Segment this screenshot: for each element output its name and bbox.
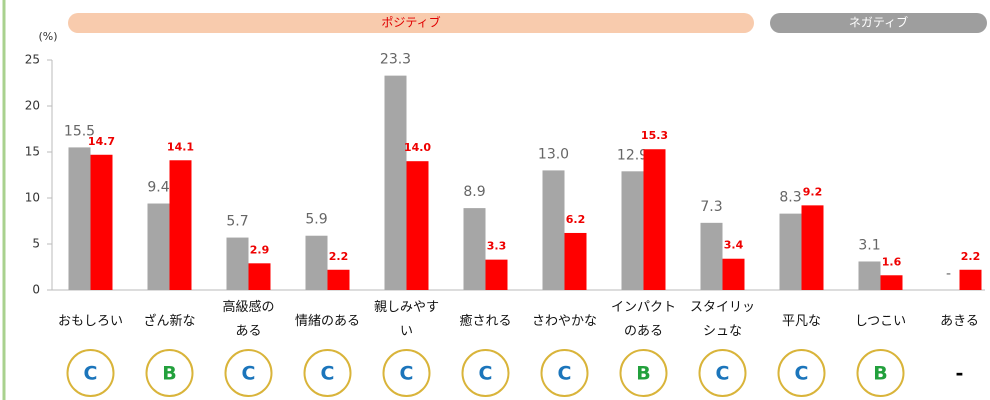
group-label: ネガティブ bbox=[849, 15, 908, 30]
value-label: 14.1 bbox=[167, 140, 194, 153]
x-tick-label: 癒される bbox=[459, 313, 511, 329]
x-tick-label: 平凡な bbox=[782, 314, 821, 329]
value-label: 6.2 bbox=[566, 213, 586, 226]
value-label: 13.0 bbox=[538, 146, 569, 162]
y-tick-label: 20 bbox=[25, 99, 40, 113]
x-tick-label: ざん新な bbox=[143, 313, 195, 329]
group-band bbox=[68, 13, 754, 33]
value-label: 23.3 bbox=[380, 52, 411, 68]
x-tick-label: インパクトのある bbox=[611, 300, 676, 339]
value-label: 8.9 bbox=[463, 184, 485, 200]
x-tick-label: あきる bbox=[940, 314, 979, 329]
group-band bbox=[770, 13, 987, 33]
bar bbox=[147, 203, 170, 290]
grade-circle bbox=[777, 349, 826, 397]
value-label: 15.5 bbox=[64, 123, 95, 139]
grade: C bbox=[242, 363, 256, 385]
bar bbox=[722, 258, 745, 290]
value-label: 15.3 bbox=[641, 129, 668, 142]
bar bbox=[463, 208, 486, 290]
grade-circle bbox=[224, 349, 273, 397]
value-label: 2.9 bbox=[250, 243, 270, 256]
bar bbox=[858, 261, 881, 290]
y-tick-label: 10 bbox=[25, 191, 40, 205]
grade-circle bbox=[303, 349, 352, 397]
bar bbox=[226, 237, 249, 290]
bar bbox=[779, 213, 802, 290]
grade-circle bbox=[145, 349, 194, 397]
grade: C bbox=[400, 363, 414, 385]
value-label: 5.9 bbox=[305, 212, 327, 228]
bar bbox=[959, 269, 982, 290]
bar bbox=[327, 269, 350, 290]
y-tick-label: 0 bbox=[32, 283, 40, 297]
bar bbox=[542, 170, 565, 290]
group-label: ポジティブ bbox=[381, 15, 440, 30]
grade: B bbox=[873, 363, 887, 385]
grade: C bbox=[795, 363, 809, 385]
grade: B bbox=[636, 363, 650, 385]
value-label: 5.7 bbox=[226, 214, 248, 230]
value-label: 1.6 bbox=[882, 255, 902, 268]
x-tick-label: さわやかな bbox=[532, 314, 597, 329]
x-tick-label: 親しみやすい bbox=[374, 300, 439, 339]
y-unit: (%) bbox=[38, 30, 57, 43]
x-tick-label: 高級感のある bbox=[222, 299, 274, 339]
grade: C bbox=[716, 363, 730, 385]
bar bbox=[68, 147, 91, 290]
value-label: 3.4 bbox=[724, 239, 744, 252]
bar bbox=[880, 275, 903, 290]
value-label: 2.2 bbox=[961, 250, 981, 263]
value-label: 9.4 bbox=[147, 180, 169, 196]
y-tick-label: 5 bbox=[32, 237, 40, 251]
bar bbox=[248, 263, 271, 290]
bar bbox=[700, 222, 723, 290]
bar bbox=[305, 235, 328, 290]
value-label: 7.3 bbox=[700, 199, 722, 215]
bar bbox=[643, 149, 666, 290]
grade: - bbox=[956, 363, 964, 385]
value-label: 2.2 bbox=[329, 250, 349, 263]
grade: C bbox=[479, 363, 493, 385]
value-label: 12.9 bbox=[617, 147, 648, 163]
grade: C bbox=[558, 363, 572, 385]
grade-circle bbox=[382, 349, 431, 397]
grade-circle bbox=[856, 349, 905, 397]
value-label: 14.7 bbox=[88, 135, 115, 148]
grade-circle bbox=[698, 349, 747, 397]
y-tick-label: 15 bbox=[25, 145, 40, 159]
bar bbox=[90, 154, 113, 290]
value-label: 14.0 bbox=[404, 141, 431, 154]
y-tick-label: 25 bbox=[25, 53, 40, 67]
value-label: 8.3 bbox=[779, 190, 801, 206]
bar bbox=[169, 160, 192, 290]
value-label: 9.2 bbox=[803, 185, 823, 198]
bar bbox=[485, 259, 508, 290]
grade: B bbox=[162, 363, 176, 385]
x-tick-label: 情緒のある bbox=[295, 314, 360, 329]
grade-circle bbox=[540, 349, 589, 397]
x-tick-label: おもしろい bbox=[58, 314, 123, 329]
bar bbox=[801, 205, 824, 290]
grade-circle bbox=[619, 349, 668, 397]
x-tick-label: しつこい bbox=[855, 314, 906, 329]
bar bbox=[406, 161, 429, 290]
value-label: 3.1 bbox=[858, 237, 880, 253]
bar bbox=[564, 232, 587, 290]
value-label: 3.3 bbox=[487, 240, 507, 253]
grade-circle bbox=[66, 349, 115, 397]
grade: C bbox=[321, 363, 335, 385]
grade: C bbox=[84, 363, 98, 385]
value-label: - bbox=[946, 266, 951, 282]
x-tick-label: スタイリッシュな bbox=[690, 300, 755, 339]
grade-circle bbox=[461, 349, 510, 397]
bar bbox=[621, 171, 644, 290]
bar bbox=[384, 75, 407, 290]
